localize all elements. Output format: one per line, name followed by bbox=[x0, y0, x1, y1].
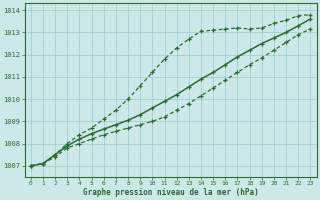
X-axis label: Graphe pression niveau de la mer (hPa): Graphe pression niveau de la mer (hPa) bbox=[83, 188, 259, 197]
